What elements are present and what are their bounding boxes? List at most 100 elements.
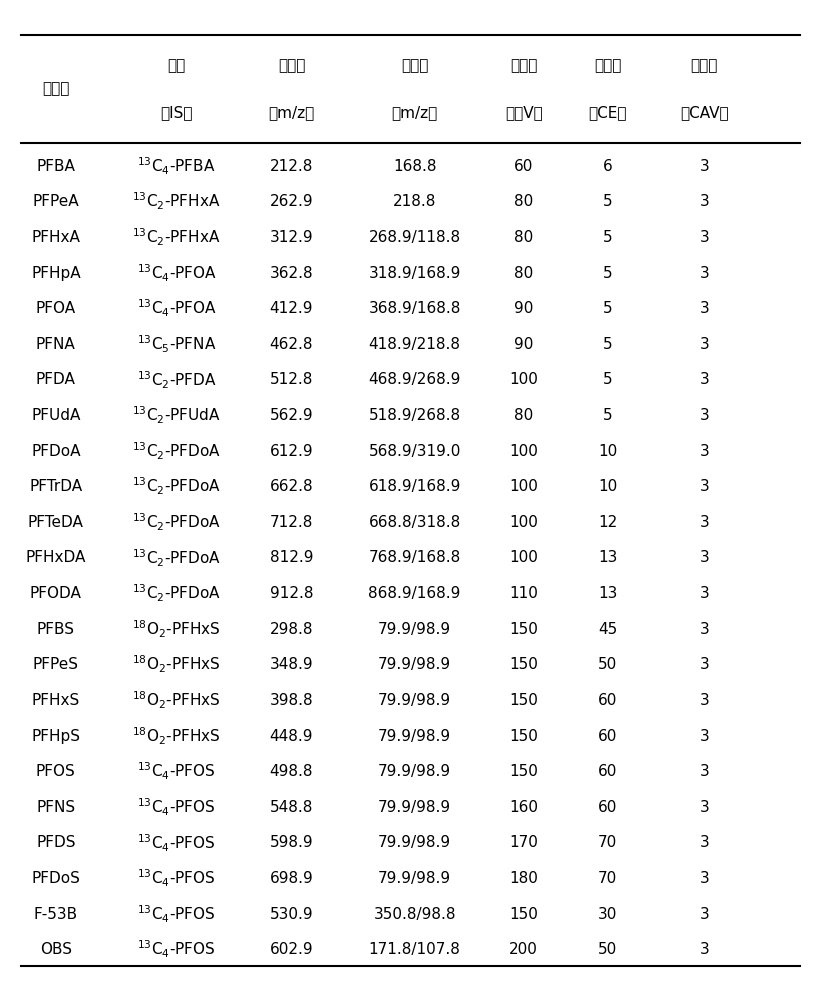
Text: PFHxDA: PFHxDA — [25, 550, 86, 565]
Text: PFBA: PFBA — [36, 159, 76, 174]
Text: 80: 80 — [514, 230, 534, 245]
Text: 80: 80 — [514, 408, 534, 423]
Text: 100: 100 — [509, 444, 539, 459]
Text: 3: 3 — [699, 301, 709, 316]
Text: PFHpS: PFHpS — [31, 729, 80, 744]
Text: 318.9/168.9: 318.9/168.9 — [369, 266, 461, 281]
Text: 13: 13 — [598, 586, 617, 601]
Text: 79.9/98.9: 79.9/98.9 — [378, 764, 452, 779]
Text: 79.9/98.9: 79.9/98.9 — [378, 800, 452, 815]
Text: 348.9: 348.9 — [269, 657, 314, 672]
Text: 110: 110 — [509, 586, 539, 601]
Text: 3: 3 — [699, 622, 709, 637]
Text: $^{18}$O$_2$-PFHxS: $^{18}$O$_2$-PFHxS — [132, 618, 221, 640]
Text: 468.9/268.9: 468.9/268.9 — [369, 372, 461, 387]
Text: PFTeDA: PFTeDA — [28, 515, 84, 530]
Text: 5: 5 — [603, 408, 612, 423]
Text: 3: 3 — [699, 194, 709, 209]
Text: （CE）: （CE） — [589, 105, 626, 120]
Text: 100: 100 — [509, 550, 539, 565]
Text: 598.9: 598.9 — [269, 835, 314, 850]
Text: 3: 3 — [699, 159, 709, 174]
Text: PFODA: PFODA — [30, 586, 82, 601]
Text: 568.9/319.0: 568.9/319.0 — [369, 444, 461, 459]
Text: PFDoA: PFDoA — [31, 444, 80, 459]
Text: $^{13}$C$_2$-PFUdA: $^{13}$C$_2$-PFUdA — [132, 405, 221, 426]
Text: PFPeA: PFPeA — [33, 194, 79, 209]
Text: 3: 3 — [699, 550, 709, 565]
Text: （CAV）: （CAV） — [680, 105, 729, 120]
Text: 50: 50 — [598, 657, 617, 672]
Text: 5: 5 — [603, 372, 612, 387]
Text: 70: 70 — [598, 871, 617, 886]
Text: （m/z）: （m/z） — [392, 105, 438, 120]
Text: $^{13}$C$_2$-PFDoA: $^{13}$C$_2$-PFDoA — [132, 440, 221, 462]
Text: 3: 3 — [699, 907, 709, 922]
Text: 262.9: 262.9 — [269, 194, 314, 209]
Text: 79.9/98.9: 79.9/98.9 — [378, 657, 452, 672]
Text: 298.8: 298.8 — [270, 622, 313, 637]
Text: 5: 5 — [603, 301, 612, 316]
Text: 79.9/98.9: 79.9/98.9 — [378, 729, 452, 744]
Text: 218.8: 218.8 — [393, 194, 436, 209]
Text: 3: 3 — [699, 230, 709, 245]
Text: $^{13}$C$_4$-PFOS: $^{13}$C$_4$-PFOS — [137, 832, 216, 854]
Text: 712.8: 712.8 — [270, 515, 313, 530]
Text: PFNS: PFNS — [36, 800, 76, 815]
Text: 10: 10 — [598, 479, 617, 494]
Text: 150: 150 — [509, 693, 539, 708]
Text: 100: 100 — [509, 479, 539, 494]
Text: $^{13}$C$_4$-PFBA: $^{13}$C$_4$-PFBA — [137, 155, 216, 177]
Text: 3: 3 — [699, 266, 709, 281]
Text: 530.9: 530.9 — [269, 907, 314, 922]
Text: 512.8: 512.8 — [270, 372, 313, 387]
Text: 368.9/168.8: 368.9/168.8 — [369, 301, 461, 316]
Text: 612.9: 612.9 — [269, 444, 314, 459]
Text: F-53B: F-53B — [34, 907, 78, 922]
Text: 70: 70 — [598, 835, 617, 850]
Text: 171.8/107.8: 171.8/107.8 — [369, 942, 461, 957]
Text: 5: 5 — [603, 194, 612, 209]
Text: 压（V）: 压（V） — [505, 105, 543, 120]
Text: 3: 3 — [699, 942, 709, 957]
Text: 150: 150 — [509, 764, 539, 779]
Text: 448.9: 448.9 — [270, 729, 313, 744]
Text: 3: 3 — [699, 835, 709, 850]
Text: $^{13}$C$_4$-PFOS: $^{13}$C$_4$-PFOS — [137, 903, 216, 925]
Text: 子离子: 子离子 — [401, 58, 429, 73]
Text: 602.9: 602.9 — [269, 942, 314, 957]
Text: $^{13}$C$_4$-PFOS: $^{13}$C$_4$-PFOS — [137, 797, 216, 818]
Text: 3: 3 — [699, 337, 709, 352]
Text: 212.8: 212.8 — [270, 159, 313, 174]
Text: 462.8: 462.8 — [270, 337, 313, 352]
Text: 50: 50 — [598, 942, 617, 957]
Text: 碎裂电: 碎裂电 — [510, 58, 538, 73]
Text: $^{18}$O$_2$-PFHxS: $^{18}$O$_2$-PFHxS — [132, 725, 221, 747]
Text: 160: 160 — [509, 800, 539, 815]
Text: 768.9/168.8: 768.9/168.8 — [369, 550, 461, 565]
Text: 170: 170 — [509, 835, 539, 850]
Text: 3: 3 — [699, 693, 709, 708]
Text: 10: 10 — [598, 444, 617, 459]
Text: 79.9/98.9: 79.9/98.9 — [378, 693, 452, 708]
Text: 3: 3 — [699, 657, 709, 672]
Text: 812.9: 812.9 — [270, 550, 313, 565]
Text: $^{13}$C$_2$-PFDA: $^{13}$C$_2$-PFDA — [136, 369, 217, 391]
Text: $^{13}$C$_4$-PFOS: $^{13}$C$_4$-PFOS — [137, 761, 216, 782]
Text: 90: 90 — [514, 301, 534, 316]
Text: 3: 3 — [699, 764, 709, 779]
Text: PFDA: PFDA — [36, 372, 76, 387]
Text: $^{13}$C$_4$-PFOA: $^{13}$C$_4$-PFOA — [136, 262, 217, 284]
Text: $^{13}$C$_2$-PFHxA: $^{13}$C$_2$-PFHxA — [132, 227, 221, 248]
Text: 412.9: 412.9 — [270, 301, 313, 316]
Text: 90: 90 — [514, 337, 534, 352]
Text: 362.8: 362.8 — [269, 266, 314, 281]
Text: （m/z）: （m/z） — [268, 105, 314, 120]
Text: 668.8/318.8: 668.8/318.8 — [369, 515, 461, 530]
Text: 518.9/268.8: 518.9/268.8 — [369, 408, 461, 423]
Text: 150: 150 — [509, 907, 539, 922]
Text: PFHpA: PFHpA — [31, 266, 80, 281]
Text: $^{13}$C$_4$-PFOA: $^{13}$C$_4$-PFOA — [136, 298, 217, 319]
Text: 912.8: 912.8 — [270, 586, 313, 601]
Text: 6: 6 — [603, 159, 612, 174]
